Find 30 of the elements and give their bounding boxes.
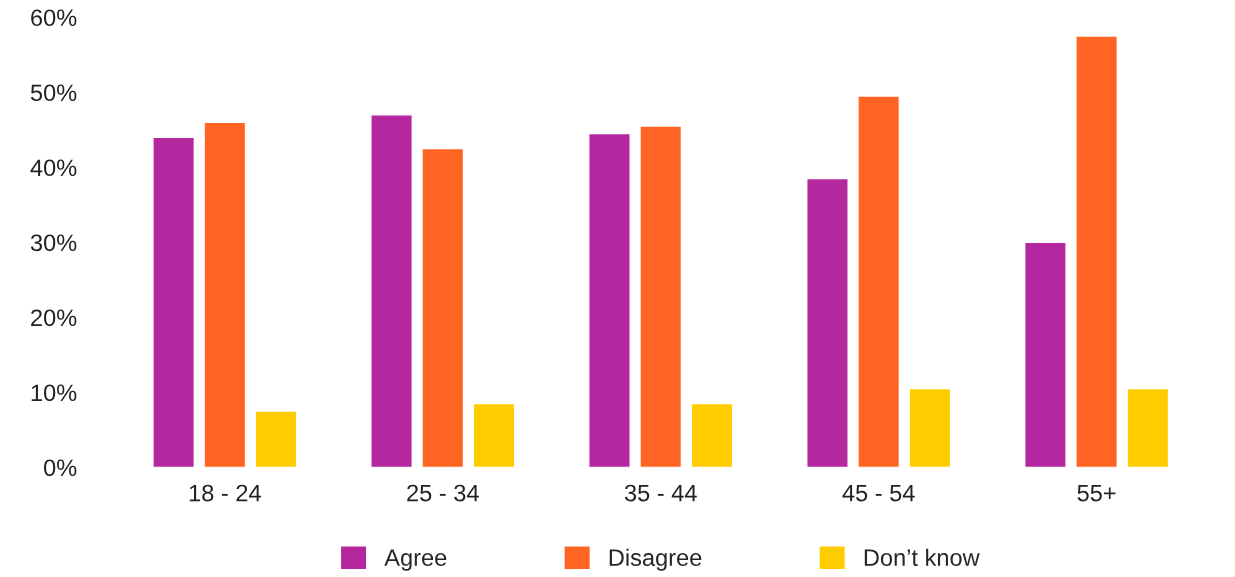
bar: [908, 387, 952, 468]
bar: [472, 402, 516, 468]
bar: [857, 95, 901, 468]
y-tick-label: 0%: [43, 459, 77, 477]
bar: [203, 121, 247, 468]
bar: [152, 136, 196, 468]
bar: [806, 177, 849, 468]
legend-label: Agree: [384, 549, 447, 571]
bar: [588, 132, 631, 468]
bar: [370, 114, 413, 468]
legend-label: Don’t know: [864, 548, 980, 567]
y-tick-label: 10%: [31, 384, 77, 402]
y-tick-label: 50%: [30, 84, 77, 102]
x-tick-label: 18 - 24: [189, 484, 261, 502]
bar: [690, 402, 734, 468]
y-tick-label: 60%: [31, 9, 77, 27]
bar: [1126, 387, 1170, 468]
legend-label: Disagree: [609, 548, 702, 571]
x-tick-label: 45 - 54: [842, 484, 915, 502]
y-tick-label: 30%: [30, 234, 77, 252]
bar: [421, 147, 465, 468]
bar: [254, 410, 298, 468]
x-tick-label: 55+: [1077, 484, 1116, 502]
bar: [1023, 241, 1067, 468]
bar: [639, 125, 683, 468]
x-tick-label: 25 - 34: [407, 484, 479, 502]
y-tick-label: 20%: [31, 309, 77, 327]
x-tick-label: 35 - 44: [624, 484, 697, 502]
bar: [1075, 35, 1119, 468]
y-tick-label: 40%: [30, 159, 77, 177]
